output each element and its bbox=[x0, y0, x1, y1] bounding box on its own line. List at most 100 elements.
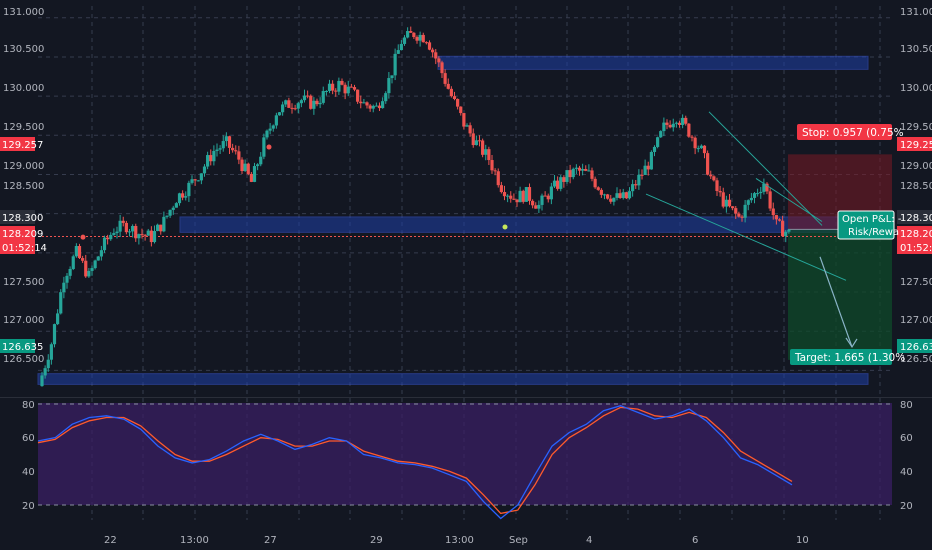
candle-body bbox=[687, 123, 691, 137]
candle-body bbox=[249, 173, 253, 182]
time-axis[interactable]: 22 13:00 27 29 13:00 Sep 4 6 10 bbox=[104, 535, 809, 546]
candle-body bbox=[443, 73, 447, 84]
oscillator-axis-right[interactable]: 80 60 40 20 bbox=[900, 400, 913, 512]
candle-body bbox=[384, 93, 388, 102]
candle-body bbox=[149, 230, 153, 243]
candle-body bbox=[424, 42, 428, 44]
candle-body bbox=[646, 165, 650, 170]
candle-body bbox=[371, 105, 375, 109]
candle-body bbox=[206, 155, 210, 167]
candle-body bbox=[765, 183, 769, 192]
candle-body bbox=[493, 170, 497, 172]
price-axis-left[interactable]: 131.000 130.500 130.000 129.500 129.000 … bbox=[3, 7, 44, 365]
candle-body bbox=[234, 150, 238, 152]
candle-body bbox=[631, 184, 635, 192]
candle-body bbox=[690, 136, 694, 138]
stop-price-tag: 129.257 bbox=[897, 137, 932, 151]
candle-body bbox=[299, 100, 303, 104]
candle-body bbox=[156, 224, 160, 232]
candle-body bbox=[490, 160, 494, 171]
trendline-drawings[interactable] bbox=[80, 111, 858, 349]
candle-body bbox=[312, 100, 316, 109]
candle-body bbox=[652, 146, 657, 152]
candle-body bbox=[437, 58, 441, 63]
svg-text:128.300: 128.300 bbox=[900, 213, 932, 224]
candle-body bbox=[524, 187, 528, 202]
candle-body bbox=[231, 147, 235, 151]
candle-body bbox=[93, 260, 97, 269]
candle-body bbox=[343, 84, 347, 94]
candle-body bbox=[715, 180, 719, 192]
candle-body bbox=[559, 177, 563, 189]
zone-boxes bbox=[37, 55, 869, 385]
candle-body bbox=[452, 96, 457, 100]
candle-body bbox=[543, 195, 547, 197]
svg-text:Open P&L: -: Open P&L: - bbox=[842, 214, 902, 225]
price-tick: 126.500 bbox=[900, 354, 932, 365]
candle-body bbox=[624, 192, 628, 199]
candle-body bbox=[643, 165, 647, 175]
candle-body bbox=[656, 137, 660, 147]
svg-text:Risk/Rewa: Risk/Rewa bbox=[848, 227, 899, 238]
candle-body bbox=[168, 209, 172, 216]
svg-text:20: 20 bbox=[900, 501, 913, 512]
candle-body bbox=[159, 224, 163, 232]
candle-body bbox=[571, 168, 575, 178]
candle-body bbox=[374, 105, 378, 107]
trendline bbox=[708, 111, 823, 226]
price-tick: 126.500 bbox=[3, 354, 44, 365]
stop-label-box[interactable]: Stop: 0.957 (0.75% bbox=[797, 124, 904, 140]
candle-body bbox=[287, 100, 291, 108]
candle-body bbox=[512, 198, 516, 200]
target-label-box[interactable]: Target: 1.665 (1.30% bbox=[790, 349, 905, 365]
candle-body bbox=[418, 34, 422, 41]
candle-body bbox=[621, 192, 625, 198]
time-tick: 13:00 bbox=[445, 535, 474, 546]
price-tick: 129.000 bbox=[900, 161, 932, 172]
candle-body bbox=[102, 237, 107, 251]
candle-body bbox=[315, 100, 319, 105]
time-tick: 29 bbox=[370, 535, 383, 546]
candle-body bbox=[456, 99, 460, 107]
candle-body bbox=[574, 167, 578, 169]
candle-body bbox=[534, 205, 538, 209]
candle-body bbox=[365, 102, 369, 106]
open-pl-box[interactable]: Open P&L: - Risk/Rewa bbox=[837, 210, 902, 240]
candle-body bbox=[356, 89, 360, 102]
candle-body bbox=[568, 170, 572, 178]
candle-body bbox=[146, 230, 150, 236]
candle-body bbox=[302, 95, 307, 101]
svg-text:01:52:14: 01:52:14 bbox=[900, 243, 932, 254]
signal-dot bbox=[266, 144, 272, 150]
candle-body bbox=[668, 124, 672, 128]
price-axis-right[interactable]: 131.000 130.500 130.000 129.500 129.000 … bbox=[900, 7, 932, 365]
candle-body bbox=[724, 199, 728, 207]
candle-body bbox=[540, 195, 544, 205]
candle-body bbox=[43, 368, 47, 376]
candle-body bbox=[693, 137, 697, 149]
candle-body bbox=[634, 184, 638, 186]
candle-body bbox=[587, 170, 591, 172]
candle-body bbox=[474, 140, 478, 146]
candle-body bbox=[243, 163, 247, 172]
candle-body bbox=[381, 101, 385, 109]
price-tick: 130.500 bbox=[3, 44, 44, 55]
pane-divider[interactable] bbox=[0, 397, 932, 398]
candle-body bbox=[77, 246, 82, 259]
svg-text:80: 80 bbox=[900, 400, 913, 411]
candle-body bbox=[199, 173, 203, 181]
oscillator-axis-left[interactable]: 80 60 40 20 bbox=[22, 400, 35, 512]
candle-body bbox=[265, 130, 269, 138]
candle-body bbox=[74, 246, 78, 257]
candle-body bbox=[112, 233, 116, 235]
svg-text:80: 80 bbox=[22, 400, 35, 411]
position-tool[interactable] bbox=[38, 154, 892, 360]
zone-box bbox=[37, 373, 869, 385]
candle-body bbox=[527, 187, 532, 201]
candle-body bbox=[768, 191, 772, 209]
candle-body bbox=[684, 117, 688, 124]
candle-body bbox=[324, 90, 328, 92]
candle-body bbox=[165, 215, 169, 217]
